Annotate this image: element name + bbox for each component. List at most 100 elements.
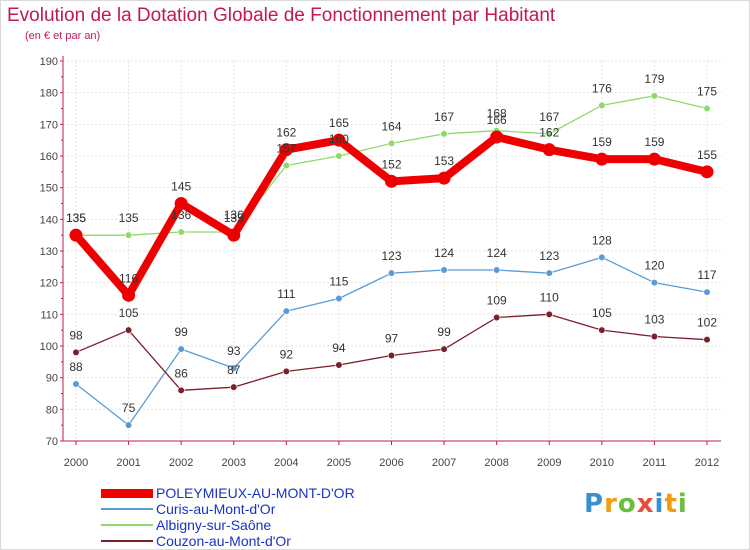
- data-point-2: [282, 161, 290, 170]
- data-point-0: [437, 171, 451, 185]
- chart-title: Evolution de la Dotation Globale de Fonc…: [7, 5, 556, 26]
- data-point-3: [598, 326, 606, 334]
- x-tick-label: 2002: [169, 457, 193, 469]
- y-axis-ticks: 70 80 90 100 110 120 130 140 150 160 170 180 190: [40, 56, 63, 448]
- y-tick-label: 140: [40, 214, 58, 226]
- data-label-1: 124: [487, 246, 507, 260]
- data-label-2: 176: [592, 81, 612, 95]
- data-label-0: 153: [434, 154, 454, 168]
- data-label-1: 123: [381, 249, 401, 263]
- legend-swatch-curis: [101, 508, 153, 510]
- logo-letter: P: [584, 489, 605, 519]
- legend-item-curis: Curis-au-Mont-d'Or: [101, 501, 421, 517]
- legend-swatch-albigny: [101, 524, 153, 526]
- data-label-3: 110: [540, 290, 559, 304]
- legend-label-curis: Curis-au-Mont-d'Or: [156, 501, 276, 517]
- data-point-3: [335, 361, 343, 369]
- x-tick-label: 2012: [695, 457, 719, 469]
- data-label-1: 75: [122, 401, 136, 415]
- logo-letter: i: [677, 489, 688, 519]
- data-label-1: 120: [644, 259, 664, 273]
- data-label-3: 97: [385, 332, 399, 346]
- y-tick-label: 70: [46, 436, 58, 448]
- y-tick-label: 150: [40, 183, 58, 195]
- data-point-0: [385, 174, 398, 188]
- data-point-0: [647, 152, 661, 166]
- data-label-2: 167: [434, 110, 454, 124]
- x-tick-label: 2005: [327, 457, 351, 469]
- data-point-2: [598, 101, 606, 109]
- data-point-2: [335, 152, 343, 160]
- x-tick-label: 2004: [274, 457, 298, 469]
- data-label-0: 159: [592, 135, 612, 149]
- data-point-1: [493, 266, 501, 274]
- series-group: [69, 92, 714, 429]
- data-label-3: 102: [697, 316, 717, 330]
- proxiti-logo: Proxiti: [584, 489, 688, 519]
- data-label-3: 98: [69, 328, 83, 342]
- data-label-1: 123: [539, 249, 559, 263]
- data-label-1: 124: [434, 246, 454, 260]
- data-label-2: 164: [381, 119, 401, 133]
- x-tick-label: 2007: [432, 457, 456, 469]
- data-label-0: 145: [171, 180, 191, 194]
- data-point-1: [387, 269, 396, 277]
- data-point-2: [124, 231, 133, 239]
- logo-letter: o: [617, 489, 637, 519]
- data-point-0: [332, 133, 346, 147]
- y-tick-label: 190: [40, 56, 58, 68]
- data-label-1: 99: [174, 325, 188, 339]
- data-point-0: [542, 143, 556, 157]
- data-label-3: 105: [119, 306, 139, 320]
- y-tick-label: 170: [40, 119, 58, 131]
- y-tick-label: 80: [46, 404, 58, 416]
- data-point-2: [650, 92, 659, 100]
- data-label-1: 117: [697, 268, 716, 282]
- data-point-2: [387, 139, 396, 147]
- x-tick-label: 2001: [116, 457, 140, 469]
- data-label-3: 87: [227, 363, 241, 377]
- data-point-0: [490, 130, 504, 144]
- data-label-2: 136: [224, 208, 244, 222]
- data-point-1: [335, 294, 343, 303]
- data-label-1: 88: [69, 360, 83, 374]
- data-label-0: 162: [276, 126, 296, 140]
- data-label-1: 93: [227, 344, 241, 358]
- data-label-0: 162: [539, 126, 559, 140]
- data-label-3: 99: [437, 325, 451, 339]
- data-point-0: [69, 228, 83, 242]
- x-tick-label: 2000: [64, 457, 88, 469]
- y-tick-label: 90: [46, 373, 58, 385]
- legend-item-albigny: Albigny-sur-Saône: [101, 517, 421, 533]
- data-point-1: [282, 307, 290, 315]
- logo-letter: i: [654, 489, 665, 519]
- data-point-3: [650, 332, 659, 341]
- x-tick-label: 2011: [643, 457, 667, 469]
- data-label-1: 111: [277, 287, 296, 301]
- data-label-2: 135: [119, 211, 139, 225]
- data-point-3: [124, 326, 133, 334]
- data-point-1: [440, 266, 448, 274]
- data-point-2: [703, 104, 711, 113]
- data-point-1: [230, 364, 238, 372]
- logo-letter: x: [636, 489, 655, 519]
- grid-lines: [63, 60, 721, 442]
- data-point-1: [598, 253, 606, 261]
- data-point-3: [545, 310, 553, 318]
- legend-swatch-poleymieux: [101, 489, 153, 498]
- data-label-2: 135: [66, 211, 86, 225]
- data-label-2: 175: [697, 85, 717, 99]
- legend-label-poleymieux: POLEYMIEUX-AU-MONT-D'OR: [156, 485, 355, 501]
- data-label-3: 105: [592, 306, 612, 320]
- x-tick-label: 2009: [537, 457, 561, 469]
- data-point-3: [177, 386, 185, 394]
- data-point-0: [700, 165, 714, 179]
- line-chart: 70 80 90 100 110 120 130 140 150 160 170 180 190 200…: [40, 56, 721, 469]
- x-tick-label: 2006: [379, 457, 403, 469]
- y-tick-label: 100: [40, 341, 58, 353]
- data-label-0: 152: [381, 157, 401, 171]
- data-point-1: [177, 345, 185, 353]
- data-label-3: 92: [280, 347, 294, 361]
- logo-letter: r: [604, 489, 618, 519]
- chart-subtitle: (en € et par an): [25, 30, 101, 42]
